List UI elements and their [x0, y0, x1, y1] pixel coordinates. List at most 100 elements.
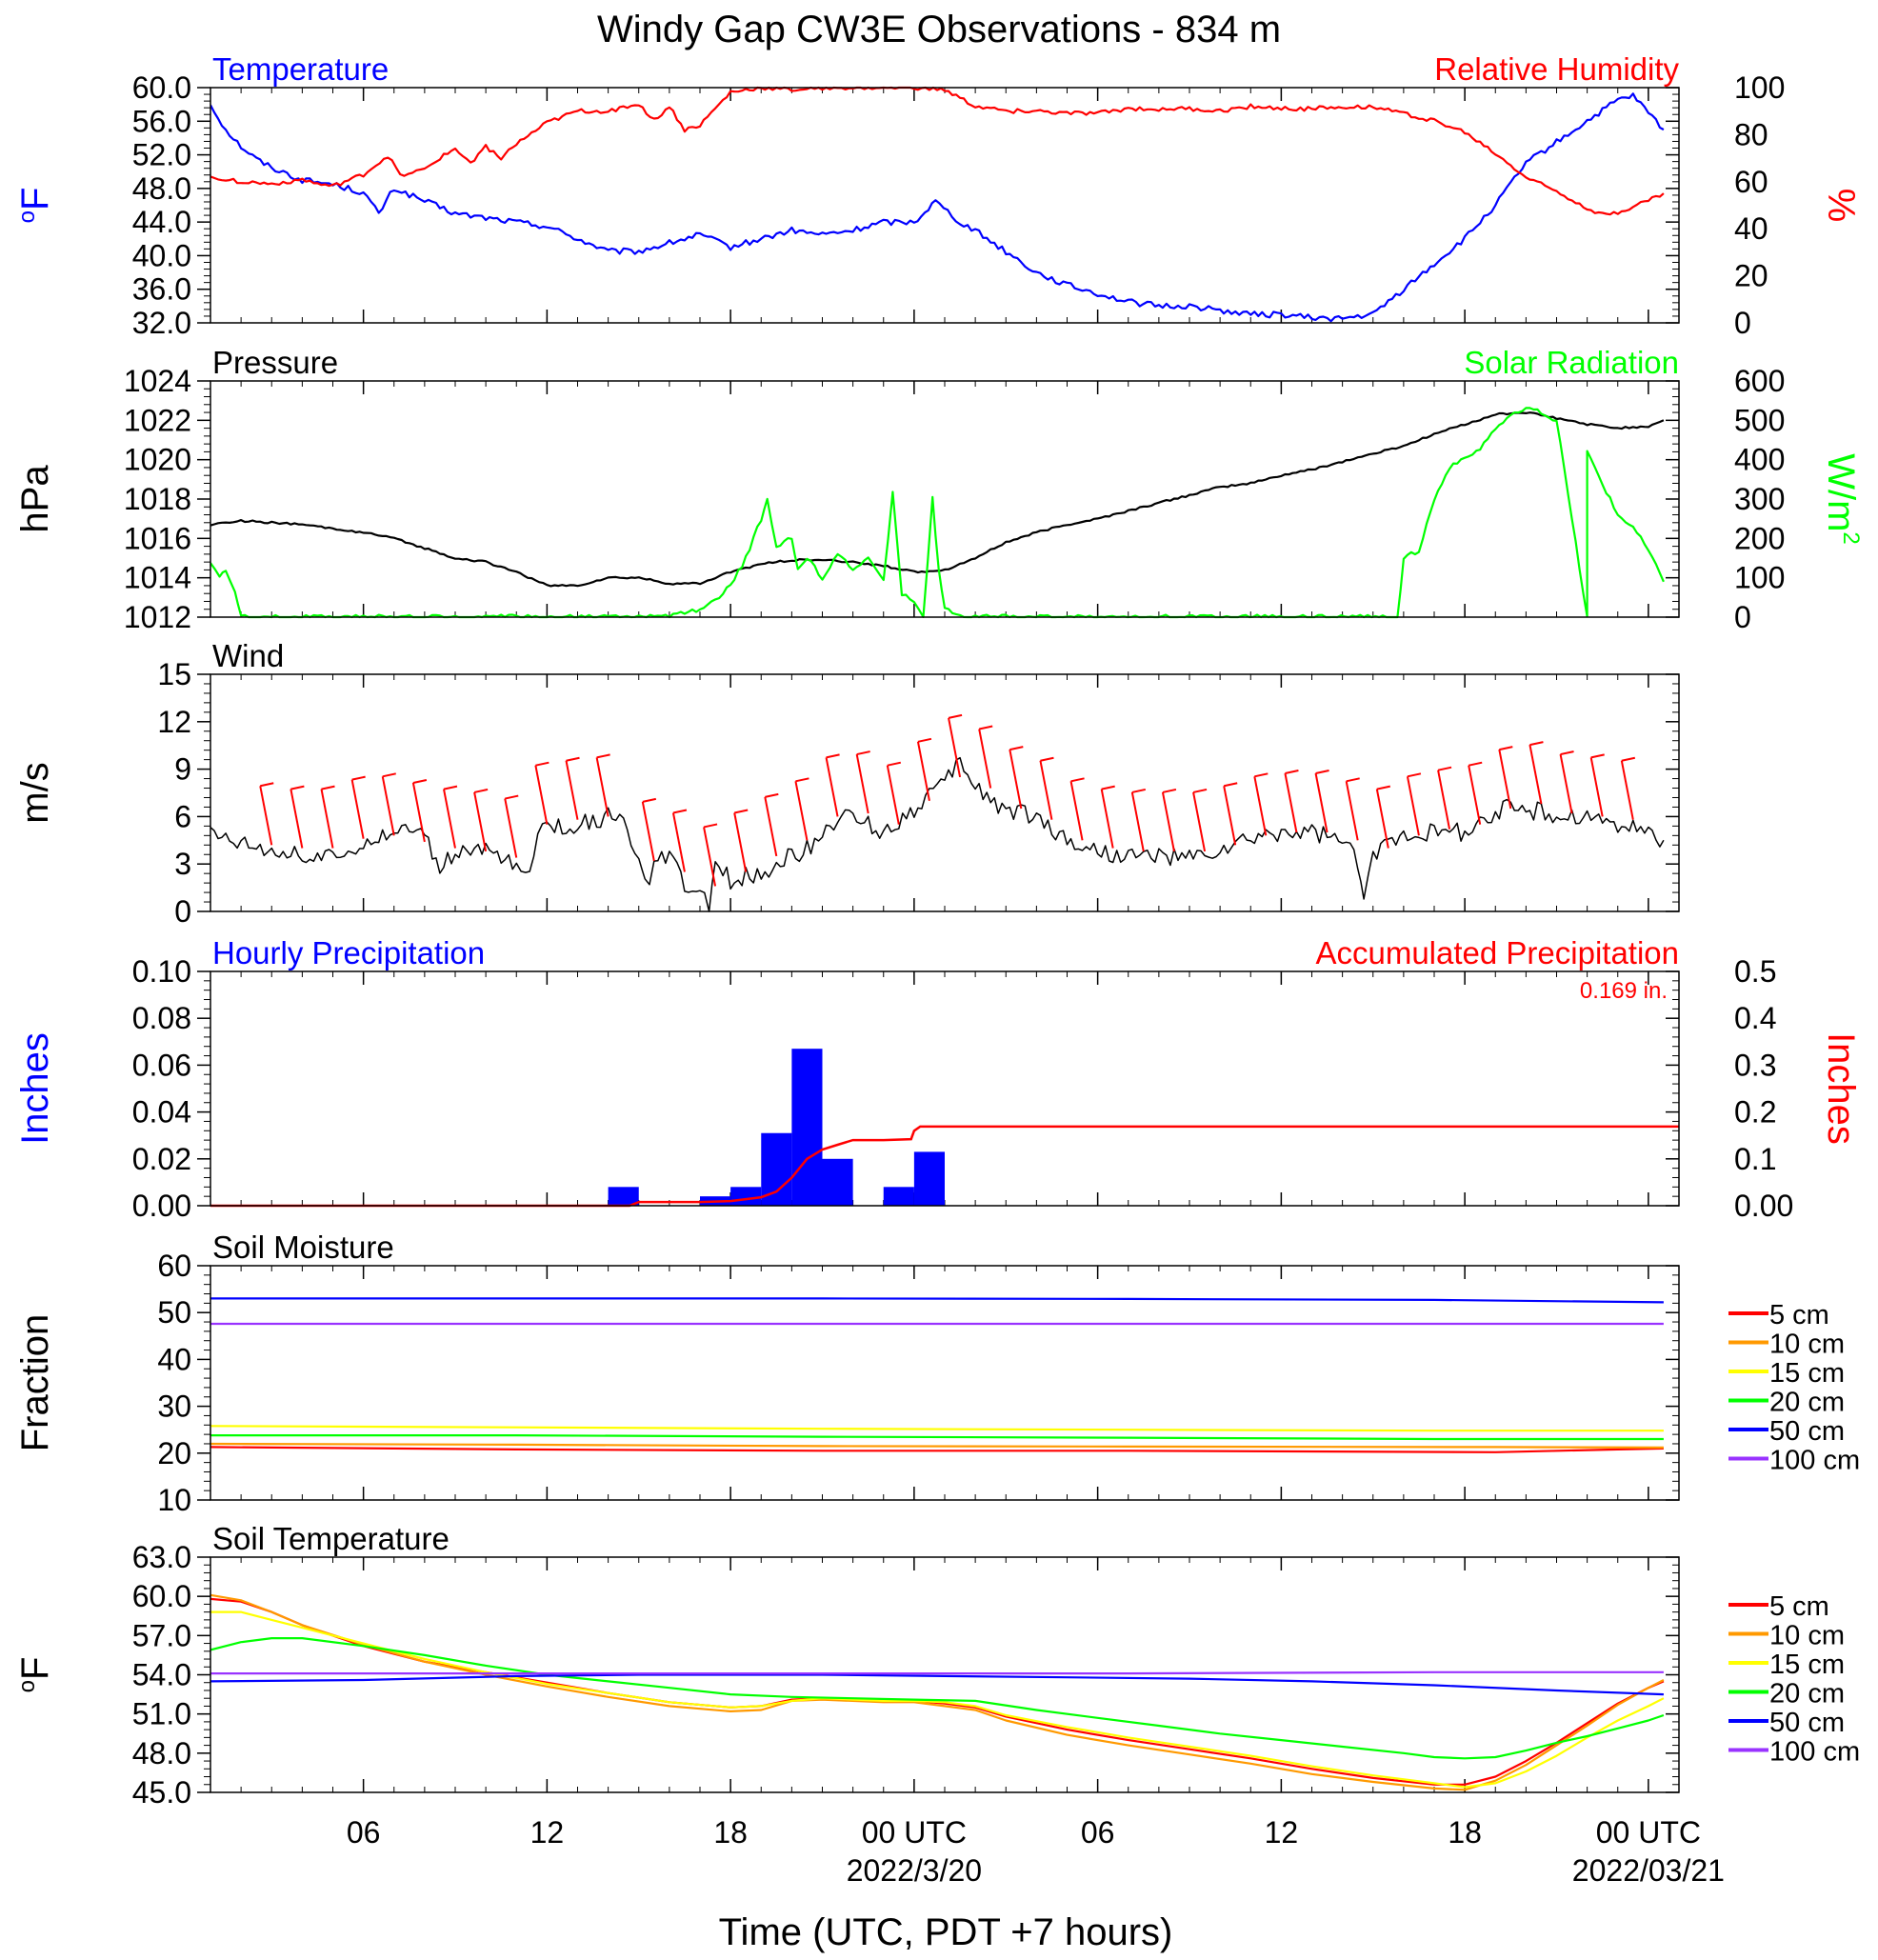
wind-barb — [411, 778, 428, 843]
panel-5: Soil Temperature 45.0 48.0 51.0 54.0 57.0 60.0… — [14, 1521, 1860, 1810]
x-tick-label: 12 — [530, 1815, 565, 1850]
wind-barb — [641, 797, 657, 862]
wind-barb — [1039, 756, 1054, 820]
wind-barb — [1069, 777, 1085, 841]
wind-barb — [1161, 788, 1177, 852]
wind-barb — [703, 823, 718, 887]
y-tick-label: 10 — [157, 1483, 191, 1517]
series-line-10-cm — [210, 1442, 1664, 1449]
wind-barb-staff — [320, 789, 334, 849]
y-tick-label: 1022 — [124, 403, 191, 437]
wind-barb-flag — [978, 725, 993, 730]
x-date-label: 2022/03/21 — [1572, 1853, 1725, 1888]
y-tick-label: 1016 — [124, 521, 191, 555]
y-tick-label: 1020 — [124, 443, 191, 477]
wind-barb-flag — [473, 788, 489, 793]
y-right-axis-title: W/m2 — [1820, 453, 1864, 545]
y-tick-label: 63.0 — [132, 1540, 191, 1574]
y-tick-label: 56.0 — [132, 104, 191, 138]
y-tick-label: 0.00 — [132, 1189, 191, 1223]
y-tick-label: 6 — [174, 799, 191, 833]
series-line-100-cm — [210, 1670, 1664, 1675]
y-axis-title: oF — [14, 188, 56, 224]
wind-barb-flag — [1590, 753, 1605, 759]
y-tick-label: 54.0 — [132, 1658, 191, 1692]
x-tick-label: 00 UTC — [862, 1815, 967, 1850]
wind-barb — [259, 782, 274, 846]
panel-frame — [210, 673, 1680, 912]
y-tick-label: 32.0 — [132, 306, 191, 340]
wind-barb-flag — [733, 809, 749, 814]
wind-barb-flag — [1468, 761, 1483, 767]
y-tick-label: 0 — [174, 894, 191, 929]
wind-barb — [1223, 782, 1238, 846]
wind-barb — [1192, 788, 1208, 852]
y-tick-label: 45.0 — [132, 1775, 191, 1810]
y-tick-label: 60.0 — [132, 70, 191, 105]
y-axis-title: oF — [14, 1657, 56, 1693]
panel-frame — [210, 1265, 1680, 1501]
y-tick-label: 0.10 — [132, 954, 191, 989]
wind-barb-staff — [1100, 789, 1114, 849]
panel-title-right: Accumulated Precipitation — [1315, 935, 1679, 970]
wind-barb-staff — [381, 776, 395, 836]
wind-barb-flag — [1254, 772, 1269, 778]
y-tick-label: 15 — [157, 657, 191, 691]
wind-barb — [1620, 756, 1636, 820]
legend-label: 10 cm — [1769, 1330, 1845, 1360]
wind-barb-staff — [534, 765, 549, 825]
y-right-tick-label: 0.5 — [1734, 954, 1776, 989]
wind-barb-flag — [1407, 772, 1422, 778]
wind-barb — [443, 785, 458, 849]
wind-barb — [1314, 770, 1329, 833]
plot-area — [210, 713, 1665, 912]
degree-f: F — [14, 1657, 56, 1680]
y-tick-label: 0.08 — [132, 1001, 191, 1035]
precip-bar — [761, 1132, 792, 1206]
wind-barb — [504, 794, 519, 858]
y-tick-label: 20 — [157, 1436, 191, 1470]
y-right-tick-label: 0.00 — [1734, 1189, 1793, 1223]
wind-barb-staff — [916, 741, 930, 801]
wind-barb-flag — [1285, 770, 1299, 774]
panel-title-left: Soil Moisture — [212, 1230, 394, 1265]
plot-area — [210, 1593, 1665, 1791]
x-axis-label: Time (UTC, PDT +7 hours) — [719, 1911, 1173, 1953]
y-tick-label: 48.0 — [132, 1736, 191, 1770]
x-tick-label: 06 — [1081, 1815, 1115, 1850]
wind-barb-staff — [671, 812, 686, 872]
series-line-20-cm — [210, 1637, 1665, 1760]
wind-barb-flag — [260, 782, 274, 788]
wind-barb — [825, 753, 840, 817]
y-tick-label: 51.0 — [132, 1697, 191, 1731]
panel-title-right: Relative Humidity — [1434, 51, 1679, 87]
plot-area — [210, 1297, 1664, 1453]
wind-barb — [1589, 753, 1605, 817]
wind-barb-flag — [887, 761, 902, 767]
wind-barb-flag — [1223, 782, 1238, 788]
wind-barb-flag — [1437, 766, 1452, 771]
wind-barb-staff — [411, 782, 426, 843]
y-right-tick-label: 300 — [1734, 482, 1785, 516]
wind-barb-flag — [1560, 750, 1574, 756]
precip-bar — [608, 1187, 639, 1206]
y-right-tick-label: 100 — [1734, 561, 1785, 595]
wind-barb-flag — [566, 756, 580, 762]
wind-barb — [1375, 785, 1391, 849]
panel-4: Soil Moisture 10 20 30 40 50 60 Fraction 5 cm10 … — [14, 1230, 1860, 1517]
wind-barb-staff — [886, 765, 900, 825]
plot-area — [210, 1049, 1679, 1208]
wind-barb-staff — [855, 753, 869, 814]
wind-barb-staff — [1406, 776, 1420, 836]
wind-barb-flag — [443, 785, 458, 790]
y-right-axis-title: Inches — [1820, 1032, 1862, 1145]
wind-barb-staff — [443, 789, 456, 849]
wind-barb — [565, 756, 580, 820]
y-tick-label: 1018 — [124, 482, 191, 516]
wind-barb-flag — [826, 753, 840, 759]
y-right-tick-label: 80 — [1734, 117, 1768, 151]
wind-barb-flag — [596, 753, 610, 759]
y-tick-label: 1012 — [124, 600, 191, 634]
y-tick-label: 40 — [157, 1342, 191, 1376]
